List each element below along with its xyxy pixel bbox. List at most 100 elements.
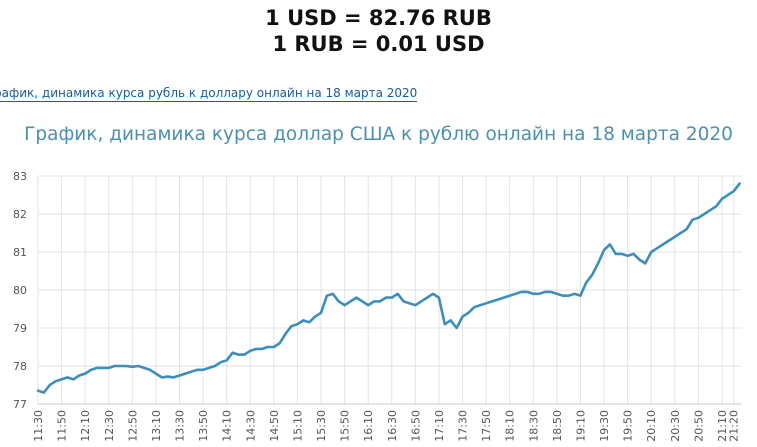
data-point: [290, 325, 293, 327]
y-tick-label: 77: [13, 398, 27, 411]
x-tick-label: 20:10: [645, 410, 658, 442]
data-point: [255, 348, 257, 350]
data-point: [308, 321, 311, 324]
data-point: [155, 372, 157, 375]
x-tick-label: 21:20: [728, 410, 741, 442]
data-point: [49, 384, 51, 386]
data-point: [656, 247, 658, 249]
data-point: [320, 312, 322, 314]
data-point: [190, 370, 193, 373]
y-tick-label: 83: [13, 170, 27, 183]
data-point: [721, 198, 723, 200]
data-point: [296, 323, 299, 325]
x-tick-label: 15:30: [315, 410, 328, 442]
data-point: [644, 262, 647, 265]
data-point: [550, 291, 552, 293]
data-point: [408, 302, 411, 305]
x-tick-label: 12:50: [126, 410, 139, 442]
data-point: [113, 365, 116, 367]
x-tick-label: 15:10: [291, 410, 304, 442]
x-tick-label: 13:30: [174, 410, 187, 442]
data-point: [102, 367, 104, 369]
data-point: [438, 296, 440, 299]
data-point: [172, 376, 175, 379]
data-point: [249, 350, 252, 352]
data-point: [626, 255, 629, 257]
data-point: [738, 182, 741, 185]
data-point: [479, 304, 482, 306]
data-point: [149, 369, 151, 371]
x-tick-label: 17:50: [480, 410, 493, 442]
data-point: [391, 296, 393, 299]
data-point: [556, 293, 558, 295]
data-point: [573, 293, 576, 295]
data-point: [632, 253, 635, 255]
x-tick-label: 11:30: [32, 410, 45, 442]
data-point: [591, 274, 593, 276]
x-tick-label: 14:50: [268, 410, 281, 442]
x-tick-label: 19:10: [574, 410, 587, 442]
data-point: [178, 374, 181, 377]
data-point: [685, 228, 688, 230]
x-tick-label: 17:10: [433, 410, 446, 442]
data-point: [225, 359, 228, 362]
x-tick-label: 20:30: [669, 410, 682, 442]
y-tick-label: 78: [13, 360, 27, 373]
data-point: [78, 374, 81, 377]
data-point: [432, 293, 434, 295]
x-tick-label: 11:50: [56, 410, 69, 442]
data-point: [697, 217, 700, 219]
data-point: [691, 218, 694, 221]
data-point: [43, 391, 45, 394]
rub-usd-chart-link[interactable]: рафик, динамика курса рубль к доллару он…: [0, 86, 418, 102]
data-point: [650, 251, 652, 253]
x-tick-label: 17:30: [457, 410, 470, 442]
x-tick-label: 18:10: [504, 410, 517, 442]
data-point: [473, 306, 476, 308]
data-point: [220, 361, 222, 363]
y-tick-label: 81: [13, 246, 27, 259]
data-point: [497, 298, 499, 301]
x-tick-label: 18:50: [551, 410, 564, 442]
data-point: [603, 249, 605, 251]
data-point: [314, 315, 316, 318]
data-point: [208, 367, 210, 369]
data-point: [237, 353, 240, 356]
data-point: [379, 300, 381, 303]
data-point: [337, 300, 340, 303]
data-point: [526, 291, 529, 293]
rate-rub-usd: 1 RUB = 0.01 USD: [272, 32, 485, 56]
x-tick-label: 13:10: [150, 410, 163, 442]
data-point: [426, 296, 428, 299]
data-point: [273, 346, 275, 348]
data-point: [715, 205, 717, 208]
data-point: [455, 327, 458, 329]
data-point: [444, 323, 446, 325]
data-point: [727, 194, 729, 196]
data-point: [703, 213, 706, 215]
x-tick-label: 19:50: [622, 410, 635, 442]
data-point: [261, 348, 263, 350]
rate-usd-rub: 1 USD = 82.76 RUB: [265, 6, 492, 30]
data-point: [532, 293, 535, 295]
data-point: [267, 346, 269, 348]
data-point: [143, 367, 145, 369]
y-axis: 77 78 79 80 81 82 83: [13, 170, 27, 411]
x-tick-label: 16:10: [362, 410, 375, 442]
data-point: [84, 372, 86, 375]
data-point: [243, 353, 246, 356]
data-point: [597, 262, 599, 265]
data-point: [420, 300, 423, 303]
data-point: [491, 300, 493, 303]
data-point: [402, 300, 405, 303]
data-point: [343, 304, 346, 306]
data-point: [585, 281, 588, 284]
data-point: [37, 389, 39, 392]
data-point: [302, 319, 305, 322]
data-point: [544, 291, 546, 293]
data-point: [668, 239, 670, 242]
data-point: [137, 365, 139, 367]
chart-title: График, динамика курса доллар США к рубл…: [24, 124, 733, 145]
data-point: [567, 294, 570, 297]
x-tick-label: 21:10: [716, 410, 729, 442]
